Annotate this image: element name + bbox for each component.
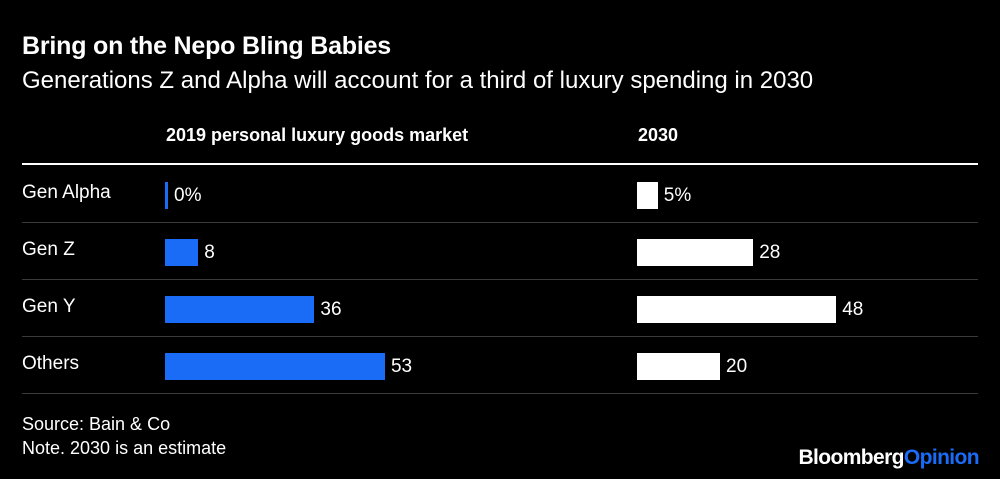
row-divider	[22, 222, 978, 223]
logo-bloomberg-text: Bloomberg	[798, 446, 904, 469]
category-label: Gen Z	[22, 239, 75, 260]
value-label-2019: 53	[390, 356, 413, 377]
value-label-2019: 8	[204, 242, 215, 263]
row-divider	[22, 336, 978, 337]
bar-2019	[165, 353, 385, 380]
chart-row: Gen Z 8 28	[22, 223, 978, 280]
chart-subtitle: Generations Z and Alpha will account for…	[22, 67, 814, 94]
bar-2019	[165, 239, 199, 266]
bar-2030	[637, 353, 720, 380]
chart-row: Others 53 20	[22, 337, 978, 394]
value-label-2019: 0%	[174, 185, 202, 206]
value-label-2030: 48	[842, 299, 864, 320]
bar-2030	[637, 182, 658, 209]
estimate-note: Note. 2030 is an estimate	[22, 438, 227, 458]
bar-2019	[165, 182, 168, 209]
header-divider	[22, 163, 978, 165]
chart-row: Gen Y 36 48	[22, 280, 978, 337]
value-label-2030: 5%	[663, 185, 692, 206]
value-label-2030: 20	[726, 356, 748, 377]
bar-2030	[637, 239, 754, 266]
logo-opinion-text: Opinion	[903, 446, 980, 469]
bar-2030	[637, 296, 837, 323]
column-header-2030: 2030	[638, 125, 679, 145]
category-label: Gen Y	[22, 296, 76, 317]
column-header-2019: 2019 personal luxury goods market	[166, 125, 469, 145]
source-note: Source: Bain & Co	[22, 414, 171, 434]
row-divider	[22, 393, 978, 394]
value-label-2019: 36	[320, 299, 342, 320]
chart-title: Bring on the Nepo Bling Babies	[22, 32, 392, 60]
bloomberg-opinion-logo: BloombergOpinion	[798, 444, 979, 472]
value-label-2030: 28	[759, 242, 781, 263]
row-divider	[22, 279, 978, 280]
chart-row: Gen Alpha 0% 5%	[22, 166, 978, 223]
category-label: Others	[22, 353, 80, 374]
category-label: Gen Alpha	[22, 182, 111, 203]
bar-2019	[165, 296, 315, 323]
